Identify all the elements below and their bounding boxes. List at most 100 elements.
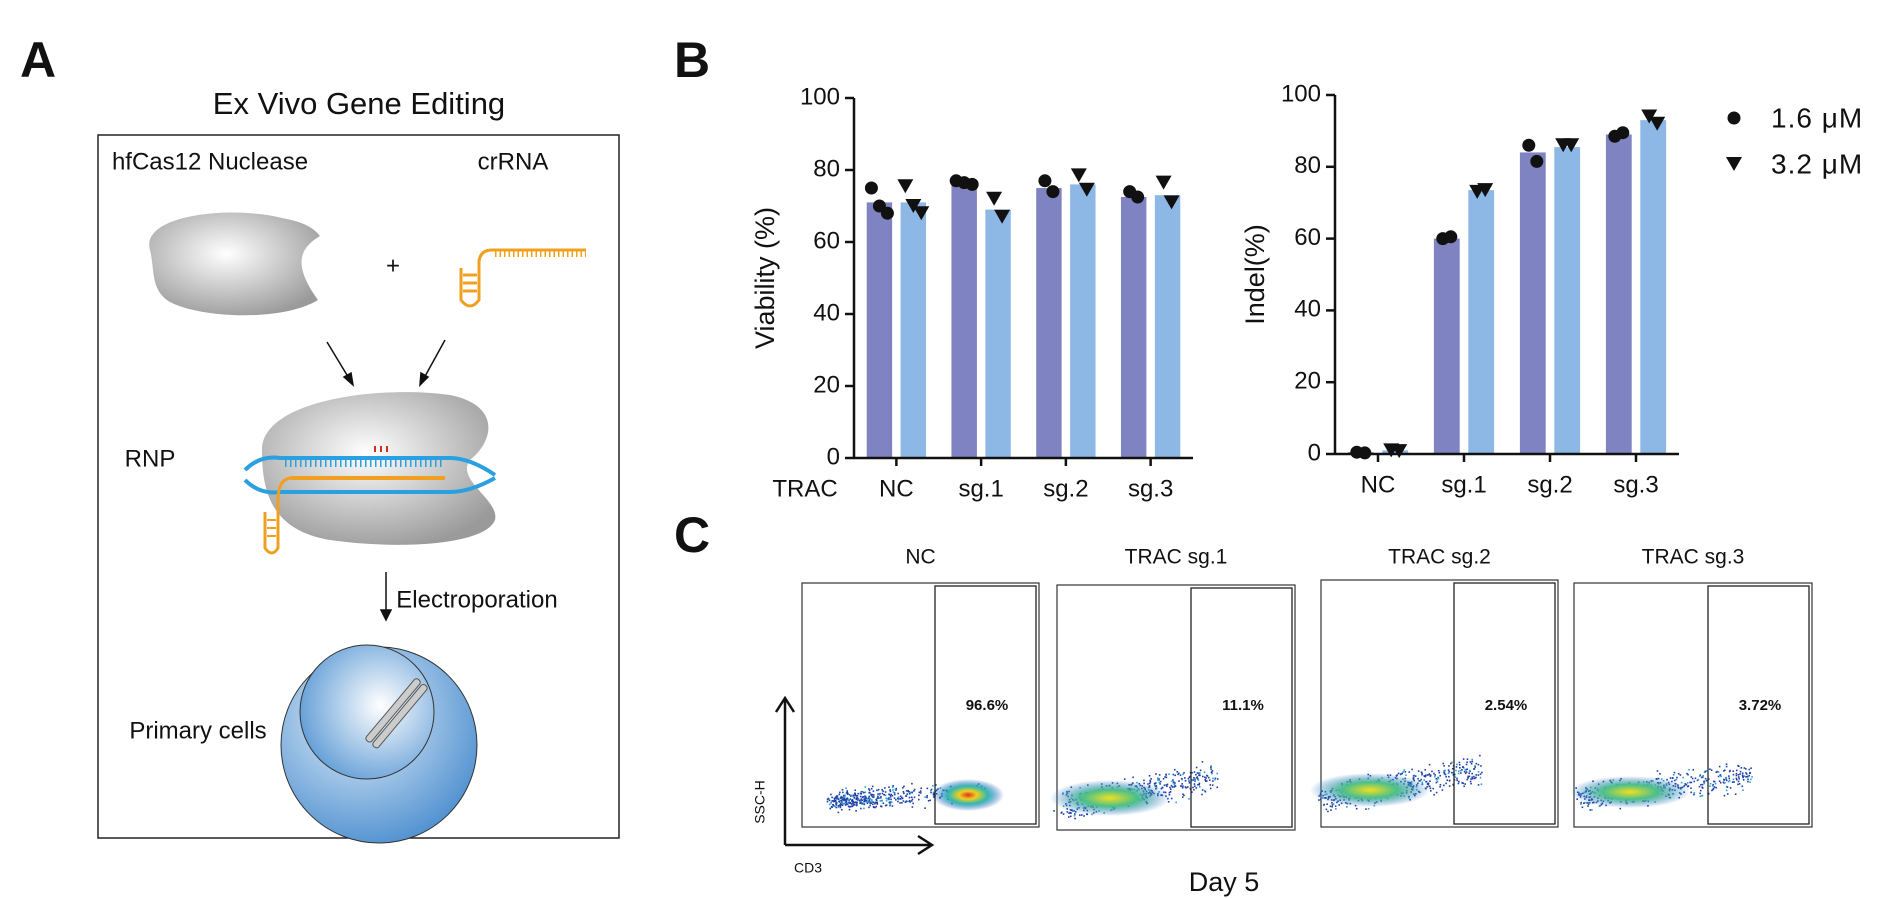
event-dot bbox=[841, 788, 844, 791]
event-dot bbox=[1193, 788, 1195, 791]
event-dot bbox=[1720, 775, 1722, 778]
event-dot bbox=[878, 797, 880, 799]
event-dot bbox=[1405, 774, 1407, 776]
event-dot bbox=[1429, 775, 1432, 778]
legend-label: 3.2 μM bbox=[1771, 148, 1863, 179]
event-dot bbox=[1158, 779, 1160, 781]
event-dot bbox=[1725, 763, 1728, 765]
point bbox=[1038, 174, 1052, 188]
gate-percent: 2.54% bbox=[1485, 697, 1528, 714]
event-dot bbox=[828, 803, 831, 806]
event-dot bbox=[1729, 769, 1731, 772]
event-dot bbox=[1698, 775, 1701, 777]
event-dot bbox=[881, 799, 883, 802]
event-dot bbox=[841, 801, 843, 803]
event-dot bbox=[876, 801, 879, 804]
bar bbox=[866, 202, 893, 458]
event-dot bbox=[1179, 774, 1182, 776]
event-dot bbox=[1739, 770, 1742, 773]
point bbox=[1131, 190, 1145, 204]
event-dot bbox=[1468, 772, 1470, 775]
crrna-shape bbox=[459, 248, 586, 308]
event-dot bbox=[901, 802, 903, 804]
event-dot bbox=[868, 789, 871, 792]
event-dot bbox=[1195, 766, 1198, 769]
event-dot bbox=[1403, 769, 1405, 771]
x-tick-label: sg.2 bbox=[1527, 471, 1572, 498]
event-dot bbox=[1171, 780, 1173, 783]
event-dot bbox=[1748, 768, 1751, 771]
event-dot bbox=[1696, 779, 1699, 782]
event-dot bbox=[1701, 787, 1704, 789]
label: Primary cells bbox=[129, 717, 266, 744]
event-dot bbox=[1153, 784, 1156, 787]
event-dot bbox=[1659, 772, 1661, 775]
plot-title: TRAC sg.2 bbox=[1388, 546, 1491, 569]
event-dot bbox=[834, 805, 837, 808]
event-dot bbox=[1147, 783, 1149, 785]
event-dot bbox=[1727, 780, 1730, 783]
event-dot bbox=[835, 802, 837, 804]
event-dot bbox=[829, 807, 832, 810]
event-dot bbox=[1182, 785, 1184, 787]
event-dot bbox=[855, 810, 857, 812]
event-dot bbox=[1470, 778, 1472, 780]
event-dot bbox=[832, 804, 835, 806]
event-dot bbox=[850, 795, 852, 797]
event-dot bbox=[902, 786, 904, 789]
event-dot bbox=[1458, 770, 1460, 773]
event-dot bbox=[893, 797, 896, 799]
event-dot bbox=[871, 799, 873, 802]
event-dot bbox=[868, 795, 870, 798]
event-dot bbox=[1417, 777, 1419, 780]
event-dot bbox=[889, 789, 891, 791]
event-dot bbox=[1465, 763, 1468, 766]
event-dot bbox=[851, 803, 853, 805]
event-dot bbox=[1682, 776, 1685, 779]
event-dot bbox=[1411, 768, 1413, 771]
event-dot bbox=[864, 796, 866, 799]
event-dot bbox=[927, 799, 930, 802]
event-dot bbox=[1188, 782, 1191, 784]
event-dot bbox=[1693, 780, 1696, 783]
event-dot bbox=[1426, 774, 1429, 776]
event-dot bbox=[839, 799, 841, 802]
event-dot bbox=[1425, 774, 1427, 776]
event-dot bbox=[1197, 779, 1200, 781]
event-dot bbox=[1450, 771, 1453, 774]
event-dot bbox=[1462, 765, 1464, 768]
event-dot bbox=[1687, 773, 1689, 776]
event-dot bbox=[1456, 763, 1458, 766]
event-dot bbox=[1172, 781, 1175, 783]
event-dot bbox=[1192, 779, 1195, 781]
event-dot bbox=[1471, 777, 1474, 780]
event-dot bbox=[1441, 789, 1444, 791]
label: RNP bbox=[125, 445, 176, 472]
event-dot bbox=[1438, 771, 1441, 774]
event-dot bbox=[1204, 778, 1207, 781]
event-dot bbox=[1443, 765, 1445, 767]
bar bbox=[1605, 134, 1632, 455]
label: + bbox=[386, 252, 400, 279]
event-dot bbox=[1469, 780, 1472, 783]
event-dot bbox=[844, 794, 846, 797]
gate bbox=[1453, 582, 1556, 825]
event-dot bbox=[1423, 775, 1426, 777]
event-dot bbox=[1742, 776, 1744, 779]
event-dot bbox=[1693, 792, 1696, 794]
event-dot bbox=[859, 802, 861, 805]
event-dot bbox=[834, 795, 837, 798]
event-dot bbox=[871, 785, 874, 788]
event-dot bbox=[1439, 786, 1441, 788]
event-dot bbox=[855, 795, 858, 797]
event-dot bbox=[929, 799, 931, 802]
event-dot bbox=[874, 801, 877, 804]
event-dot bbox=[1723, 794, 1726, 797]
event-dot bbox=[888, 786, 890, 788]
event-dot bbox=[857, 797, 859, 800]
y-axis-label: Viability (%) bbox=[750, 207, 780, 349]
event-dot bbox=[848, 798, 850, 801]
event-dot bbox=[837, 798, 840, 800]
event-dot bbox=[855, 804, 858, 807]
